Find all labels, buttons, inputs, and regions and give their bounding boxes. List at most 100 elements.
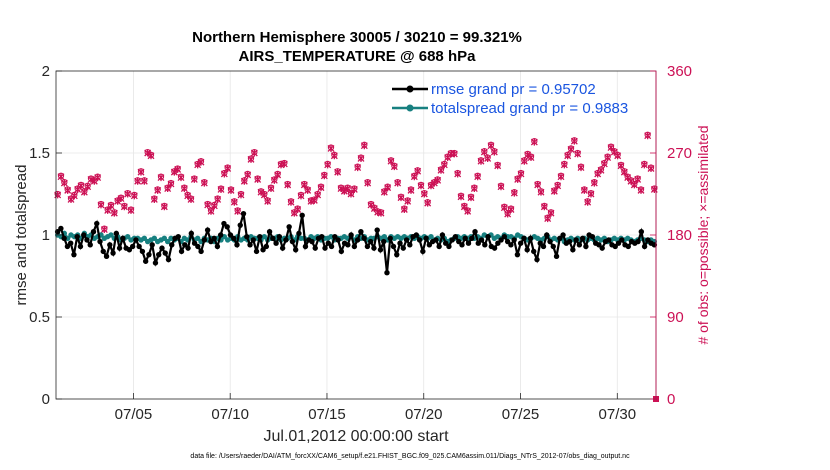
obs-assimilated-point	[314, 191, 322, 199]
rmse-point	[413, 232, 420, 238]
rmse-point	[64, 243, 71, 250]
obs-assimilated-point	[224, 164, 232, 172]
rmse-point	[296, 230, 302, 237]
rmse-point	[436, 243, 442, 250]
obs-assimilated-point	[514, 175, 522, 183]
rmse-point	[77, 243, 84, 250]
obs-assimilated-point	[420, 190, 428, 198]
chart-title-line1: Northern Hemisphere 30005 / 30210 = 99.3…	[192, 29, 522, 46]
obs-assimilated-point	[357, 154, 365, 162]
obs-assimilated-point	[167, 180, 175, 188]
totalspread-point	[164, 238, 171, 245]
x-tick-label: 07/25	[502, 406, 540, 423]
rmse-point	[472, 229, 478, 235]
rmse-point	[517, 240, 524, 246]
rmse-point	[97, 238, 103, 245]
rmse-point	[635, 238, 641, 245]
obs-assimilated-point	[267, 185, 275, 193]
obs-assimilated-point	[347, 190, 355, 198]
rmse-point	[501, 233, 508, 240]
rmse-point	[149, 242, 155, 248]
rmse-point	[514, 251, 521, 258]
obs-assimilated-point	[197, 158, 205, 166]
rmse-point	[231, 235, 237, 241]
obs-assimilated-point	[587, 190, 595, 198]
chart-title-line2: AIRS_TEMPERATURE @ 688 hPa	[239, 48, 477, 65]
totalspread-point	[261, 233, 268, 240]
rmse-point	[433, 237, 439, 243]
rmse-point	[191, 240, 198, 246]
rmse-point	[279, 245, 286, 251]
obs-assimilated-point	[460, 203, 468, 211]
rmse-point	[185, 245, 191, 251]
rmse-point	[175, 233, 181, 240]
rmse-point	[328, 243, 335, 250]
obs-assimilated-point	[507, 205, 515, 213]
rmse-point	[198, 248, 204, 255]
obs-assimilated-point	[617, 162, 625, 170]
rmse-point	[371, 245, 377, 251]
obs-assimilated-point	[534, 181, 542, 189]
obs-assimilated-point	[527, 154, 535, 162]
rmse-point	[100, 248, 106, 255]
rmse-point	[204, 227, 211, 233]
rmse-point	[156, 251, 162, 258]
obs-assimilated-point	[154, 186, 162, 194]
obs-assimilated-point	[164, 185, 172, 193]
totalspread-point	[108, 232, 114, 238]
obs-assimilated-point	[214, 195, 222, 203]
rmse-point	[208, 238, 214, 245]
obs-assimilated-point	[287, 198, 295, 206]
obs-assimilated-point	[84, 183, 92, 191]
obs-assimilated-point	[107, 202, 115, 210]
rmse-point	[625, 243, 631, 250]
obs-assimilated-point	[210, 202, 218, 210]
obs-assimilated-point	[204, 201, 212, 209]
rmse-point	[240, 210, 247, 217]
rmse-point	[244, 233, 250, 240]
obs-assimilated-point	[474, 173, 482, 181]
rmse-point	[446, 243, 452, 250]
obs-assimilated-point	[584, 198, 592, 206]
obs-assimilated-point	[334, 168, 342, 176]
obs-assimilated-point	[97, 201, 105, 209]
rmse-point	[469, 235, 475, 241]
rmse-point	[335, 237, 341, 243]
rmse-point	[283, 237, 289, 243]
rmse-point	[165, 256, 172, 263]
totalspread-point	[124, 233, 131, 240]
rmse-point	[442, 240, 449, 246]
rmse-point	[237, 222, 243, 228]
obs-assimilated-point	[517, 170, 525, 178]
obs-assimilated-point	[414, 167, 422, 175]
obs-assimilated-point	[77, 182, 85, 190]
rmse-point	[129, 243, 136, 250]
obs-assimilated-point	[174, 165, 182, 173]
rmse-point	[550, 243, 556, 250]
obs-assimilated-point	[417, 182, 425, 190]
rmse-point	[524, 247, 530, 253]
rmse-point	[374, 227, 380, 233]
y-tick-label: 2	[42, 63, 50, 80]
rmse-point	[583, 243, 589, 250]
rmse-point	[475, 240, 481, 246]
obs-assimilated-point	[240, 177, 248, 185]
rmse-point	[589, 233, 596, 240]
rmse-point	[146, 251, 152, 258]
rmse-point	[188, 230, 195, 237]
rmse-point	[615, 240, 622, 246]
rmse-point	[325, 240, 331, 246]
obs-assimilated-point	[630, 181, 638, 189]
obs-assimilated-point	[227, 186, 235, 194]
rmse-point	[257, 233, 263, 240]
rmse-point	[201, 237, 208, 243]
obs-assimilated-point	[384, 184, 392, 192]
rmse-point	[579, 235, 586, 241]
obs-assimilated-point	[640, 161, 648, 169]
rmse-point	[263, 243, 270, 250]
obs-assimilated-point	[124, 190, 132, 198]
x-axis-label: Jul.01,2012 00:00:00 start	[263, 428, 449, 445]
rmse-point	[400, 245, 406, 251]
rmse-point	[508, 242, 514, 248]
rmse-point	[84, 237, 90, 243]
